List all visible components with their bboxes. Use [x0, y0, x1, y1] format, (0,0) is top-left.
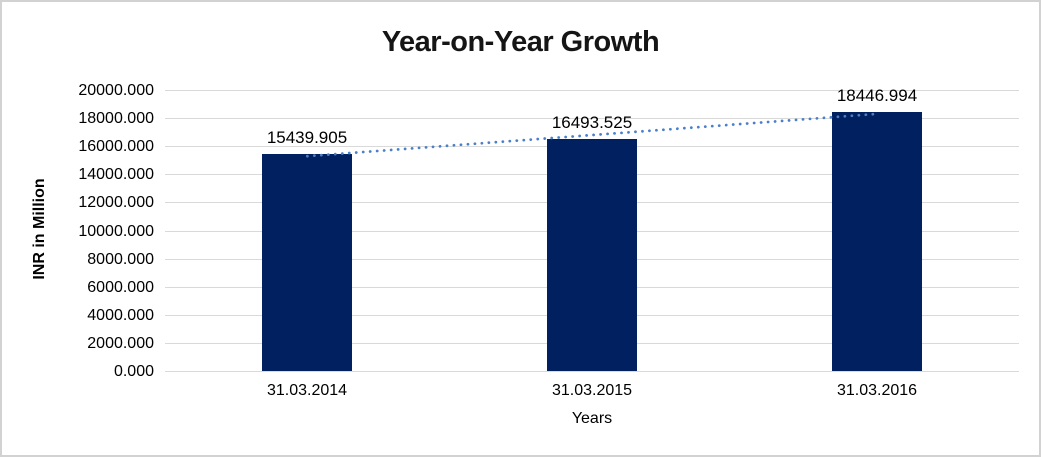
y-tick-label: 0.000 [113, 363, 154, 380]
gridline [165, 118, 1019, 119]
bar-31.03.2015 [547, 139, 637, 371]
y-tick-label: 12000.000 [78, 194, 154, 211]
x-tick-label: 31.03.2016 [836, 382, 918, 399]
y-tick-label: 8000.000 [87, 251, 154, 268]
y-tick-label: 20000.000 [78, 82, 154, 99]
y-tick-label: 16000.000 [78, 138, 154, 155]
bar-31.03.2016 [832, 112, 922, 371]
plot-area: 20000.000 18000.000 16000.000 14000.000 1200… [78, 82, 1019, 380]
y-tick-label: 4000.000 [87, 307, 154, 324]
bar-value-label: 15439.905 [266, 128, 348, 147]
y-tick-label: 18000.000 [78, 110, 154, 127]
bar-value-label: 18446.994 [836, 86, 918, 105]
x-tick-label: 31.03.2014 [266, 382, 348, 399]
gridline [165, 90, 1019, 91]
trendline [305, 112, 879, 158]
y-tick-label: 10000.000 [78, 223, 154, 240]
y-tick-label: 14000.000 [78, 166, 154, 183]
bar-value-label: 16493.525 [551, 113, 633, 132]
x-tick-label: 31.03.2015 [551, 382, 633, 399]
x-axis-title: Years [571, 410, 613, 427]
gridline [165, 371, 1019, 372]
chart-title: Year-on-Year Growth [381, 26, 660, 58]
bar-31.03.2014 [262, 154, 352, 371]
trendline-dotted-line [305, 112, 879, 158]
y-tick-label: 2000.000 [87, 335, 154, 352]
y-tick-label: 6000.000 [87, 279, 154, 296]
